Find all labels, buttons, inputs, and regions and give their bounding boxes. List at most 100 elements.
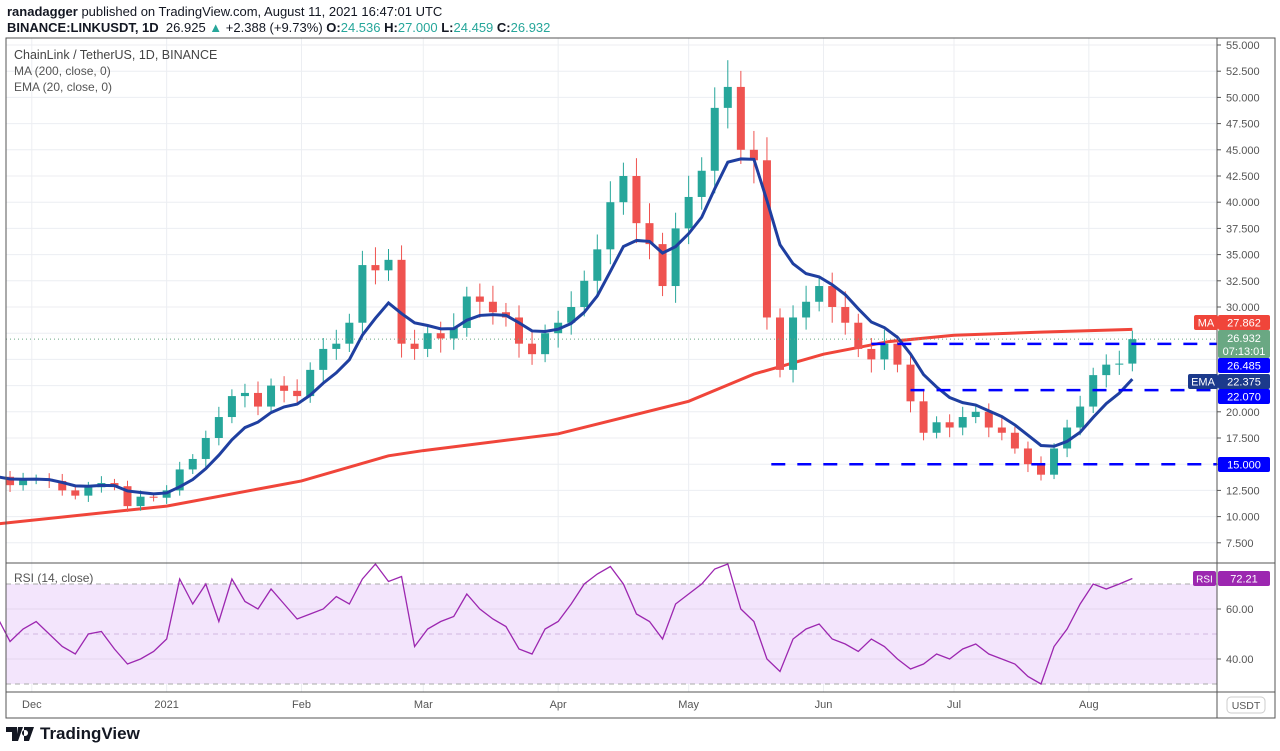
level-tag-26485: 26.485 — [1227, 361, 1261, 373]
candle-body — [423, 333, 432, 349]
candle-body — [488, 301, 497, 313]
publish-info: ranadagger published on TradingView.com,… — [7, 4, 442, 19]
candle-body — [984, 411, 993, 428]
publish-text: published on TradingView.com, August 11,… — [81, 4, 443, 19]
candle-body — [1037, 464, 1045, 475]
x-tick-label: Aug — [1079, 699, 1099, 711]
candle-body — [475, 296, 484, 302]
candle-body — [802, 301, 811, 318]
candle-body — [371, 265, 380, 271]
candle-body — [697, 170, 706, 197]
last-price-value: 26.932 — [1227, 333, 1261, 345]
currency-badge[interactable] — [1226, 696, 1266, 714]
ma-tag-value-bg — [1218, 315, 1270, 330]
candle-body — [240, 392, 249, 397]
chart-title: ChainLink / TetherUS, 1D, BINANCE — [14, 48, 218, 62]
candle-body — [658, 244, 667, 287]
candle-body — [671, 228, 680, 287]
candle-body — [58, 480, 67, 491]
candle-body — [815, 286, 824, 302]
candle-body — [123, 486, 132, 507]
candle-body — [6, 476, 15, 486]
candle-body — [410, 343, 419, 349]
ma-tag-label-bg — [1194, 315, 1218, 330]
candle-body — [293, 390, 302, 397]
rsi-legend[interactable]: RSI (14, close) — [14, 571, 94, 585]
level-tag-26485-bg — [1218, 358, 1270, 373]
candle-body — [919, 401, 928, 433]
tradingview-logo[interactable]: TradingView — [6, 724, 140, 744]
candle-body — [749, 149, 758, 161]
candle-body — [227, 396, 236, 418]
last-price-tag — [1218, 330, 1270, 358]
candle-body — [828, 286, 837, 307]
y-tick-label: 20.000 — [1226, 407, 1260, 419]
y-tick-label: 12.500 — [1226, 485, 1260, 497]
candle-body — [254, 392, 262, 407]
candle-body — [201, 438, 210, 459]
candle-body — [867, 348, 876, 360]
author[interactable]: ranadagger — [7, 4, 78, 19]
x-tick-label: Feb — [292, 699, 311, 711]
candle-body — [893, 343, 902, 365]
candle-body — [462, 296, 471, 328]
symbol-info: BINANCE:LINKUSDT, 1D 26.925 ▲ +2.388 (+9… — [7, 20, 550, 35]
candle-body — [1115, 363, 1124, 365]
level-tag-15000-bg — [1218, 457, 1270, 472]
candle-body — [214, 417, 223, 438]
candle-body — [175, 469, 184, 491]
x-tick-label: Mar — [414, 699, 433, 711]
candle-body — [684, 196, 693, 229]
rsi-tag-value-bg — [1218, 571, 1270, 586]
rsi-tag-value: 72.21 — [1230, 574, 1258, 586]
currency-label: USDT — [1232, 700, 1261, 712]
candle-body — [1023, 448, 1032, 465]
candle-body — [449, 327, 458, 339]
y-tick-label: 50.000 — [1226, 92, 1260, 104]
chart-frame — [5, 37, 1276, 719]
candle-body — [945, 422, 954, 428]
y-tick-label: 52.500 — [1226, 66, 1260, 78]
candle-body — [319, 348, 328, 370]
high-label: H: — [384, 20, 398, 35]
y-tick-label: 42.500 — [1226, 171, 1260, 183]
low-value: 24.459 — [453, 20, 494, 35]
y-tick-label: 37.500 — [1226, 223, 1260, 235]
candle-body — [267, 385, 276, 407]
level-tag-15000: 15.000 — [1227, 460, 1261, 472]
symbol: BINANCE:LINKUSDT, 1D — [7, 20, 159, 35]
candle-body — [1076, 406, 1085, 428]
candle-body — [710, 107, 719, 171]
candle-body — [776, 317, 784, 370]
y-tick-label: 7.500 — [1226, 538, 1254, 550]
candle-body — [932, 422, 941, 433]
y-tick-label: 55.000 — [1226, 40, 1260, 52]
x-tick-label: Jul — [947, 699, 961, 711]
candle-body — [436, 333, 445, 339]
candle-body — [723, 86, 732, 108]
candle-body — [841, 307, 850, 323]
candle-body — [762, 160, 771, 318]
y-tick-label: 45.000 — [1226, 145, 1260, 157]
ema-tag-label: EMA — [1191, 377, 1216, 389]
level-tag-22070: 22.070 — [1227, 392, 1261, 404]
y-tick-label: 17.500 — [1226, 433, 1260, 445]
tradingview-logo-icon — [6, 727, 34, 741]
rsi-tick-label: 60.00 — [1226, 604, 1254, 616]
bar-countdown: 07:13:01 — [1223, 346, 1266, 358]
candle-body — [528, 343, 537, 355]
ema-legend[interactable]: EMA (20, close, 0) — [14, 80, 113, 94]
candle-body — [906, 364, 915, 402]
rsi-line — [0, 562, 1133, 685]
ema-tag-value-bg — [1218, 374, 1270, 389]
candle-body — [384, 259, 393, 271]
candle-body — [19, 479, 28, 486]
ema20-line — [0, 157, 1134, 496]
ma-legend[interactable]: MA (200, close, 0) — [14, 64, 111, 78]
rsi-tag-label: RSI — [1196, 575, 1213, 586]
rsi-tag-label-bg — [1193, 571, 1216, 586]
low-label: L: — [441, 20, 454, 35]
y-tick-label: 32.500 — [1226, 276, 1260, 288]
candle-body — [397, 259, 406, 344]
